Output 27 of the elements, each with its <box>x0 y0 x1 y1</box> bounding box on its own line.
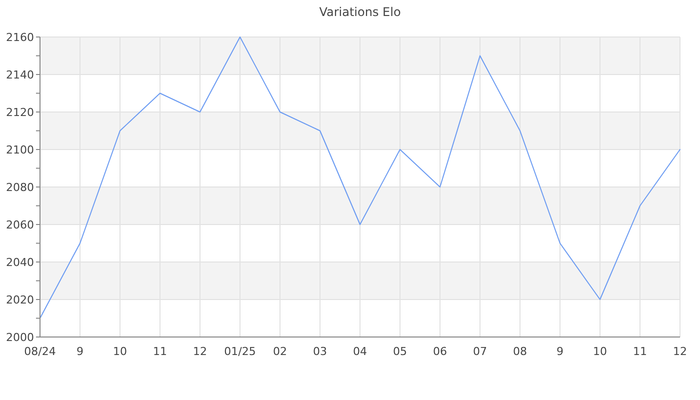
y-tick-label: 2020 <box>6 293 34 306</box>
x-tick-label: 03 <box>313 345 327 358</box>
y-tick-label: 2080 <box>6 180 34 194</box>
y-tick-label: 2100 <box>6 143 34 156</box>
x-tick-label: 9 <box>76 345 84 358</box>
x-tick-label: 05 <box>393 345 407 358</box>
y-tick-label: 2160 <box>6 30 34 44</box>
x-tick-label: 08/24 <box>24 345 56 358</box>
x-tick-label: 12 <box>673 345 687 358</box>
x-tick-label: 10 <box>113 345 127 358</box>
x-tick-label: 04 <box>353 345 367 358</box>
y-tick-label: 2000 <box>6 330 34 344</box>
x-tick-label: 9 <box>556 345 564 358</box>
y-tick-label: 2060 <box>6 218 34 232</box>
x-tick-label: 02 <box>273 345 287 358</box>
x-tick-label: 10 <box>593 345 607 358</box>
chart-title: Variations Elo <box>319 5 401 19</box>
x-tick-label: 01/25 <box>224 345 256 358</box>
y-tick-label: 2040 <box>6 256 34 269</box>
y-tick-label: 2120 <box>6 106 34 119</box>
y-tick-label: 2140 <box>6 68 34 82</box>
x-tick-label: 11 <box>633 345 647 358</box>
x-tick-label: 08 <box>513 345 527 358</box>
x-tick-label: 07 <box>473 345 487 358</box>
x-tick-label: 12 <box>193 345 207 358</box>
x-tick-label: 06 <box>433 345 447 358</box>
x-tick-label: 11 <box>153 345 167 358</box>
